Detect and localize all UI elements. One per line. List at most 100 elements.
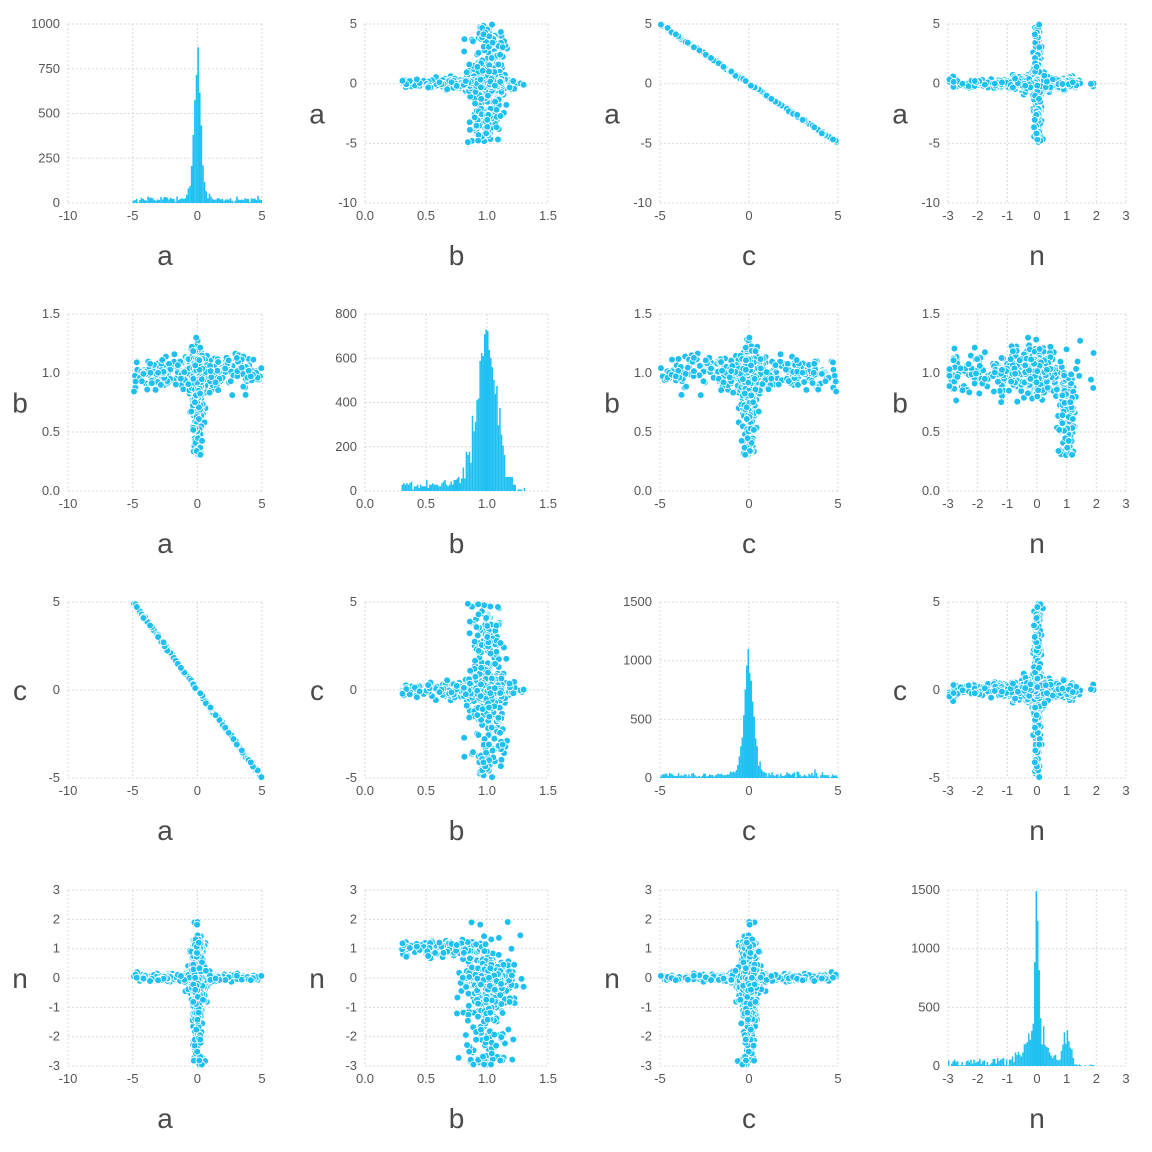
scatter-point <box>729 388 737 397</box>
hist-bar <box>137 202 140 203</box>
hist-bar <box>412 489 414 491</box>
hist-bar <box>500 434 503 491</box>
hist-bar <box>403 483 405 491</box>
hist-bar <box>441 483 443 491</box>
scatter-point <box>800 378 808 386</box>
y-tick-label: 500 <box>38 106 60 121</box>
y-tick-label: 1.5 <box>922 306 940 321</box>
scatter-point <box>509 77 518 85</box>
x-tick-label: 5 <box>258 496 265 511</box>
hist-bar <box>190 165 193 203</box>
scatter-point <box>727 367 736 375</box>
hist-bar <box>229 198 232 203</box>
hist-bar <box>198 92 201 203</box>
hist-bar <box>502 445 504 491</box>
scatter-point <box>471 99 479 108</box>
scatter-point <box>189 347 198 355</box>
x-tick-label: 0.5 <box>417 496 435 511</box>
scatter-point <box>754 407 763 416</box>
hist-bar <box>477 398 480 491</box>
hist-bar <box>181 198 183 203</box>
scatter-point <box>496 112 505 120</box>
x-axis-label: a <box>157 240 173 271</box>
scatter-point <box>829 365 838 374</box>
scatter-point <box>808 379 817 387</box>
scatter-point <box>491 81 499 90</box>
hist-bar <box>407 484 410 491</box>
scatter-point <box>472 121 481 130</box>
y-tick-label: -5 <box>640 135 652 150</box>
scatter-point <box>191 361 200 370</box>
scatter-point <box>465 118 474 126</box>
hist-bar <box>482 356 484 491</box>
scatter-point <box>701 356 710 365</box>
x-tick-label: -1 <box>1002 208 1014 223</box>
scatter-point <box>684 38 692 47</box>
hist-bar <box>202 165 204 203</box>
hist-bar <box>421 486 423 491</box>
scatter-point <box>148 379 156 387</box>
hist-bar <box>404 484 407 491</box>
scatter-point <box>189 426 198 434</box>
hist-bar <box>247 198 250 203</box>
scatter-point <box>154 368 162 377</box>
y-tick-label: 1.5 <box>634 306 652 321</box>
scatter-point <box>184 380 193 388</box>
hist-bar <box>474 422 477 491</box>
hist-bar <box>153 200 156 203</box>
hist-bar <box>497 425 500 491</box>
scatter-point <box>657 20 665 29</box>
x-tick-label: -5 <box>654 208 666 223</box>
scatter-point <box>707 54 715 62</box>
hist-bar <box>499 407 501 491</box>
x-tick-label: 0 <box>1033 208 1040 223</box>
scatter-point <box>802 386 811 394</box>
y-tick-label: 1000 <box>31 16 60 31</box>
hist-bar <box>148 197 151 203</box>
scatter-point <box>798 116 807 124</box>
hist-bar <box>494 393 497 491</box>
scatter-point <box>814 385 823 394</box>
scatter-point <box>224 356 233 365</box>
hist-bar <box>413 486 416 491</box>
scatter-point <box>672 372 680 381</box>
hist-bar <box>462 467 465 491</box>
scatter-point <box>452 82 461 90</box>
hist-bar <box>422 486 425 491</box>
hist-bar <box>223 200 225 203</box>
scatter-point <box>1069 78 1077 87</box>
y-axis-label: a <box>309 99 325 130</box>
scatter-point <box>727 67 736 76</box>
hist-bar <box>448 484 451 491</box>
scatter-point <box>131 377 140 386</box>
scatter-point <box>192 333 200 342</box>
hist-bar <box>219 199 222 203</box>
hist-bar <box>143 200 146 203</box>
scatter-point <box>146 368 155 377</box>
hist-bar <box>476 400 478 491</box>
hist-bar <box>485 329 487 491</box>
scatter-point <box>756 355 765 363</box>
scatter-point <box>460 35 469 43</box>
x-tick-label: 1 <box>1063 208 1070 223</box>
y-tick-label: 0.0 <box>922 483 940 498</box>
hist-bar <box>488 349 491 491</box>
scatter-point <box>767 374 776 383</box>
y-tick-label: 1.0 <box>42 365 60 380</box>
scatter-point <box>717 358 725 366</box>
hist-bar <box>447 486 449 491</box>
hist-bar <box>426 480 428 491</box>
hist-bar <box>517 489 520 491</box>
hist-bar <box>249 201 251 203</box>
hist-bar <box>216 198 219 203</box>
hist-bar <box>409 483 411 491</box>
y-tick-label: -5 <box>345 135 357 150</box>
hist-bar <box>415 486 417 491</box>
scatter-point <box>496 51 504 59</box>
scatter-point <box>809 368 818 377</box>
y-tick-label: 0 <box>933 76 940 91</box>
scatter-point <box>479 30 488 39</box>
hist-bar <box>242 200 245 203</box>
x-axis-label: n <box>1029 528 1045 559</box>
panel-b-vs-c: -5 0 50.00.51.01.5cb <box>604 306 841 559</box>
